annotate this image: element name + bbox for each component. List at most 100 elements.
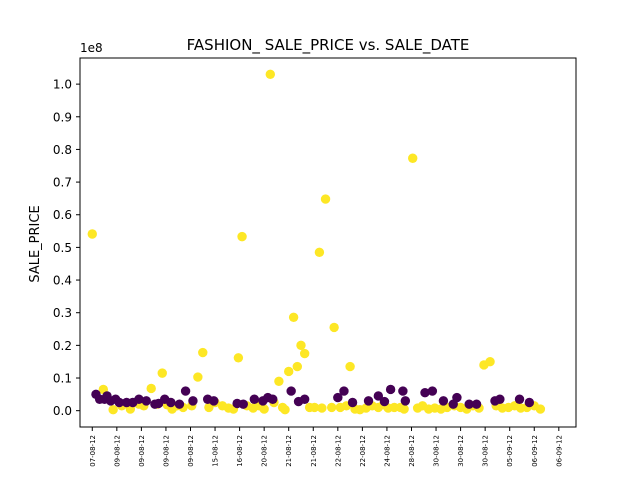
y-tick-label: 0.7 [53, 176, 72, 190]
data-point-purple [114, 397, 124, 408]
data-point-yellow [198, 347, 208, 358]
x-tick-label: 15-08-12 [212, 435, 220, 467]
x-tick-label: 07-08-12 [89, 435, 97, 467]
x-tick-label: 06-09-12 [555, 435, 563, 467]
x-tick-label: 21-08-12 [285, 435, 293, 467]
data-point-purple [134, 394, 144, 404]
data-point-purple [249, 394, 260, 404]
data-point-yellow [317, 403, 327, 413]
data-point-yellow [233, 353, 244, 363]
data-point-purple [363, 396, 374, 406]
data-point-purple [464, 399, 474, 409]
data-point-yellow [108, 404, 118, 415]
data-point-purple [188, 396, 198, 406]
x-tick-label: 20-08-12 [261, 435, 269, 467]
data-point-purple [452, 392, 462, 403]
data-point-yellow [87, 229, 97, 239]
data-point-purple [524, 397, 535, 408]
data-point-purple [379, 396, 390, 407]
y-tick-label: 0.8 [53, 143, 72, 157]
y-tick-label: 0.5 [53, 241, 72, 255]
x-tick-label: 30-08-12 [433, 435, 441, 467]
data-point-purple [166, 397, 176, 408]
y-tick-label: 0.0 [53, 404, 72, 418]
data-point-yellow [296, 340, 306, 351]
data-point-purple [420, 388, 430, 398]
data-point-purple [373, 391, 384, 401]
x-tick-label: 05-09-12 [506, 435, 514, 467]
x-tick-label: 22-08-12 [359, 435, 367, 467]
data-point-yellow [265, 69, 275, 80]
data-point-yellow [399, 404, 409, 414]
x-tick-label: 16-08-12 [236, 435, 244, 467]
y-offset-label: 1e8 [80, 41, 103, 55]
data-point-yellow [329, 322, 339, 333]
data-point-yellow [288, 312, 299, 322]
data-point-purple [339, 386, 349, 396]
y-tick-label: 0.3 [53, 306, 72, 320]
data-point-yellow [345, 361, 355, 372]
data-point-purple [299, 394, 310, 404]
data-point-yellow [326, 402, 337, 413]
plot-frame [79, 57, 577, 428]
plot-area: 0.0 0.1 0.2 0.3 0.4 0.5 0.6 0.7 0.8 0.9 1.0 07-08-… [53, 57, 577, 467]
x-tick-label: 06-09-12 [531, 435, 539, 467]
x-tick-label: 09-08-12 [187, 435, 195, 467]
x-tick-label: 09-08-12 [113, 435, 121, 467]
chart-title: FASHION_ SALE_PRICE vs. SALE_DATE [187, 36, 470, 55]
data-point-purple [427, 386, 438, 396]
data-point-purple [333, 392, 343, 403]
data-point-yellow [299, 348, 310, 359]
data-point-yellow [485, 356, 495, 367]
y-tick-label: 0.2 [53, 339, 72, 353]
data-point-purple [209, 396, 219, 406]
data-point-yellow [535, 404, 546, 414]
x-tick-label: 30-08-12 [457, 435, 465, 467]
data-point-yellow [292, 361, 303, 372]
data-points [87, 69, 546, 415]
data-point-yellow [259, 404, 269, 414]
data-point-purple [238, 399, 248, 409]
x-tick-label: 09-08-12 [162, 435, 170, 467]
data-point-purple [268, 394, 278, 404]
data-point-yellow [157, 368, 167, 378]
data-point-yellow [237, 231, 247, 242]
x-tick-label: 28-08-12 [408, 435, 416, 467]
data-point-purple [400, 396, 411, 406]
plot-background [80, 58, 576, 427]
data-point-purple [514, 394, 525, 404]
data-point-purple [398, 386, 408, 396]
data-point-yellow [309, 402, 320, 413]
y-axis-ticks: 0.0 0.1 0.2 0.3 0.4 0.5 0.6 0.7 0.8 0.9 1.0 [53, 78, 80, 418]
data-point-yellow [280, 404, 290, 415]
data-point-yellow [314, 247, 325, 257]
data-point-purple [347, 397, 358, 408]
data-point-yellow [193, 372, 203, 382]
data-point-yellow [408, 153, 418, 163]
y-tick-label: 0.6 [53, 208, 72, 222]
data-point-yellow [274, 376, 284, 386]
data-point-yellow [320, 194, 331, 204]
data-point-yellow [284, 366, 294, 377]
data-point-purple [286, 386, 296, 396]
data-point-yellow [146, 383, 156, 394]
x-tick-label: 24-08-12 [383, 435, 391, 467]
x-tick-label: 21-08-12 [310, 435, 318, 467]
x-axis-ticks: 07-08-12 09-08-12 09-08-12 09-08-12 09-08-12… [89, 427, 563, 467]
x-tick-label: 30-08-12 [482, 435, 490, 467]
y-tick-label: 1.0 [53, 78, 72, 92]
y-tick-label: 0.9 [53, 110, 72, 124]
x-tick-label: 09-08-12 [138, 435, 146, 467]
y-axis-label: SALE_PRICE [28, 205, 43, 282]
data-point-purple [141, 396, 151, 406]
data-point-purple [495, 394, 505, 404]
data-point-purple [180, 386, 191, 396]
x-tick-label: 22-08-12 [334, 435, 342, 467]
y-tick-label: 0.4 [53, 274, 72, 288]
data-point-purple [385, 384, 396, 395]
data-point-purple [438, 396, 449, 406]
data-point-purple [471, 399, 482, 409]
data-point-purple [174, 399, 185, 409]
y-tick-label: 0.1 [53, 372, 72, 386]
